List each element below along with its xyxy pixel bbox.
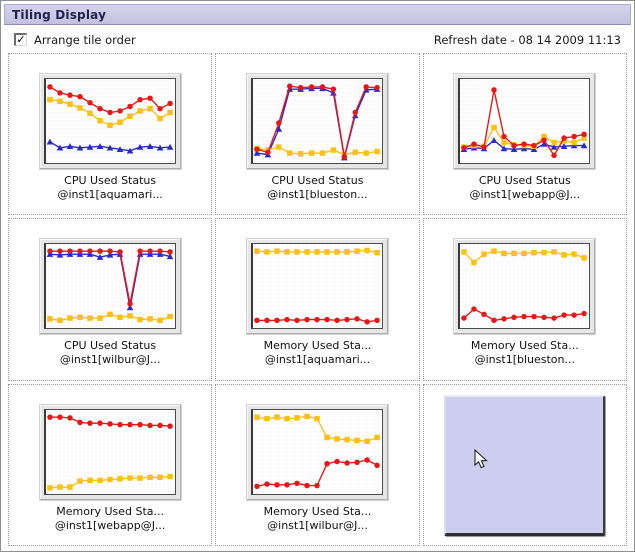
mini-line-chart: [43, 243, 176, 330]
chart-frame: [453, 73, 597, 170]
tile-cell-4: CPU Used Status @inst1[wilbur@J...: [8, 218, 213, 381]
chart-tile-cpu-webapp[interactable]: CPU Used Status @inst1[webapp@J...: [453, 73, 597, 201]
window-title: Tiling Display: [12, 7, 107, 22]
tile-cell-1: CPU Used Status @inst1[aquamari...: [8, 53, 213, 216]
chart-tile-cpu-aquamari[interactable]: CPU Used Status @inst1[aquamari...: [38, 73, 182, 201]
mini-line-chart: [250, 243, 383, 330]
tile-cell-2: CPU Used Status @inst1[blueston...: [215, 53, 420, 216]
tile-cell-8: Memory Used Sta... @inst1[wilbur@J...: [215, 383, 420, 546]
chart-subtitle: @inst1[blueston...: [267, 188, 368, 201]
chart-subtitle: @inst1[blueston...: [474, 353, 575, 367]
chart-subtitle: @inst1[webapp@J...: [54, 518, 166, 532]
chart-title: CPU Used Status: [271, 174, 364, 187]
chart-subtitle: @inst1[aquamari...: [57, 188, 163, 201]
chart-title: Memory Used Sta...: [263, 339, 372, 353]
chart-tile-memory-blueston[interactable]: Memory Used Sta... @inst1[blueston...: [453, 238, 597, 367]
tile-cell-6: Memory Used Sta... @inst1[blueston...: [422, 218, 627, 381]
chart-tile-memory-aquamari[interactable]: Memory Used Sta... @inst1[aquamari...: [245, 238, 389, 367]
arrange-tile-order-control[interactable]: ✓ Arrange tile order: [14, 33, 136, 47]
toolbar: ✓ Arrange tile order Refresh date - 08 1…: [4, 26, 631, 53]
empty-tile-drop-target[interactable]: [444, 394, 606, 536]
chart-subtitle: @inst1[aquamari...: [264, 353, 371, 367]
chart-subtitle: @inst1[wilbur@J...: [59, 353, 161, 367]
chart-frame: [245, 238, 389, 336]
tile-cell-5: Memory Used Sta... @inst1[aquamari...: [215, 218, 420, 381]
arrange-tile-order-checkbox[interactable]: ✓: [14, 33, 27, 46]
chart-title: CPU Used Status: [478, 174, 571, 187]
chart-frame: [245, 403, 389, 501]
chart-frame: [245, 73, 389, 170]
chart-title: Memory Used Sta...: [263, 504, 372, 518]
arrange-tile-order-label: Arrange tile order: [34, 32, 136, 47]
mini-line-chart: [43, 408, 176, 495]
tile-cell-7: Memory Used Sta... @inst1[webapp@J...: [8, 383, 213, 546]
chart-title: CPU Used Status: [64, 174, 157, 187]
chart-frame: [38, 238, 182, 336]
mini-line-chart: [458, 243, 591, 330]
chart-tile-memory-wilbur[interactable]: Memory Used Sta... @inst1[wilbur@J...: [245, 403, 389, 532]
chart-tile-cpu-blueston[interactable]: CPU Used Status @inst1[blueston...: [245, 73, 389, 201]
tile-cell-3: CPU Used Status @inst1[webapp@J...: [422, 53, 627, 216]
chart-title: CPU Used Status: [64, 339, 157, 353]
mini-line-chart: [250, 78, 383, 164]
refresh-date-text: Refresh date - 08 14 2009 11:13: [433, 32, 621, 47]
chart-frame: [38, 73, 182, 170]
mini-line-chart: [250, 408, 383, 495]
mini-line-chart: [458, 78, 591, 164]
chart-subtitle: @inst1[webapp@J...: [469, 188, 581, 201]
chart-title: Memory Used Sta...: [470, 339, 579, 353]
chart-subtitle: @inst1[wilbur@J...: [267, 518, 368, 532]
chart-tile-cpu-wilbur[interactable]: CPU Used Status @inst1[wilbur@J...: [38, 238, 182, 367]
chart-title: Memory Used Sta...: [56, 504, 165, 518]
window-titlebar: Tiling Display: [4, 4, 631, 25]
chart-frame: [453, 238, 597, 336]
tile-cell-9: [422, 383, 627, 546]
mini-line-chart: [43, 78, 176, 164]
tile-grid: CPU Used Status @inst1[aquamari... CPU U…: [8, 53, 627, 546]
chart-frame: [38, 403, 182, 501]
chart-tile-memory-webapp[interactable]: Memory Used Sta... @inst1[webapp@J...: [38, 403, 182, 532]
mouse-cursor-icon: [474, 448, 489, 468]
